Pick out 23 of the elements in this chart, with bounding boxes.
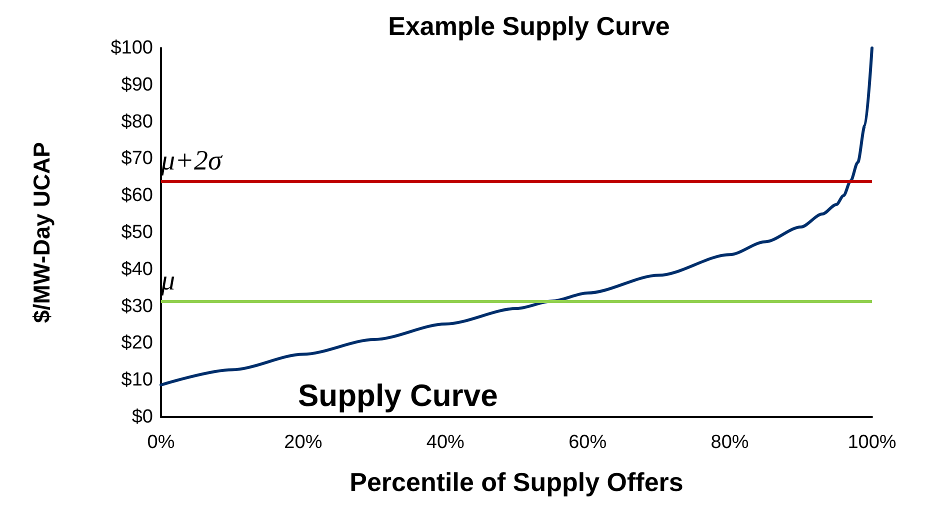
y-tick-label: $60 <box>121 185 153 206</box>
y-axis-title: $/MW-Day UCAP <box>28 142 54 324</box>
y-tick-label: $40 <box>121 258 153 280</box>
ref-line-label: μ <box>160 266 176 297</box>
y-tick-label: $100 <box>110 38 153 58</box>
y-tick-label: $80 <box>121 111 153 132</box>
y-tick-label: $0 <box>132 406 153 428</box>
chart-title: Example Supply Curve <box>388 11 670 41</box>
x-tick-label: 100% <box>848 432 896 453</box>
annotation: Supply Curve <box>298 378 498 413</box>
y-tick-label: $20 <box>121 332 153 354</box>
y-tick-label: $30 <box>121 296 153 317</box>
ref-line-label: μ+2σ <box>160 145 223 176</box>
y-tick-label: $70 <box>121 148 153 170</box>
x-tick-label: 20% <box>284 432 322 453</box>
x-tick-label: 40% <box>426 432 465 453</box>
x-tick-label: 80% <box>710 432 749 453</box>
x-axis-title: Percentile of Supply Offers <box>350 467 684 497</box>
y-tick-label: $50 <box>121 222 153 243</box>
x-tick-label: 0% <box>147 432 175 453</box>
y-tick-label: $90 <box>121 74 153 96</box>
x-tick-label: 60% <box>568 432 607 453</box>
y-tick-label: $10 <box>121 370 153 391</box>
